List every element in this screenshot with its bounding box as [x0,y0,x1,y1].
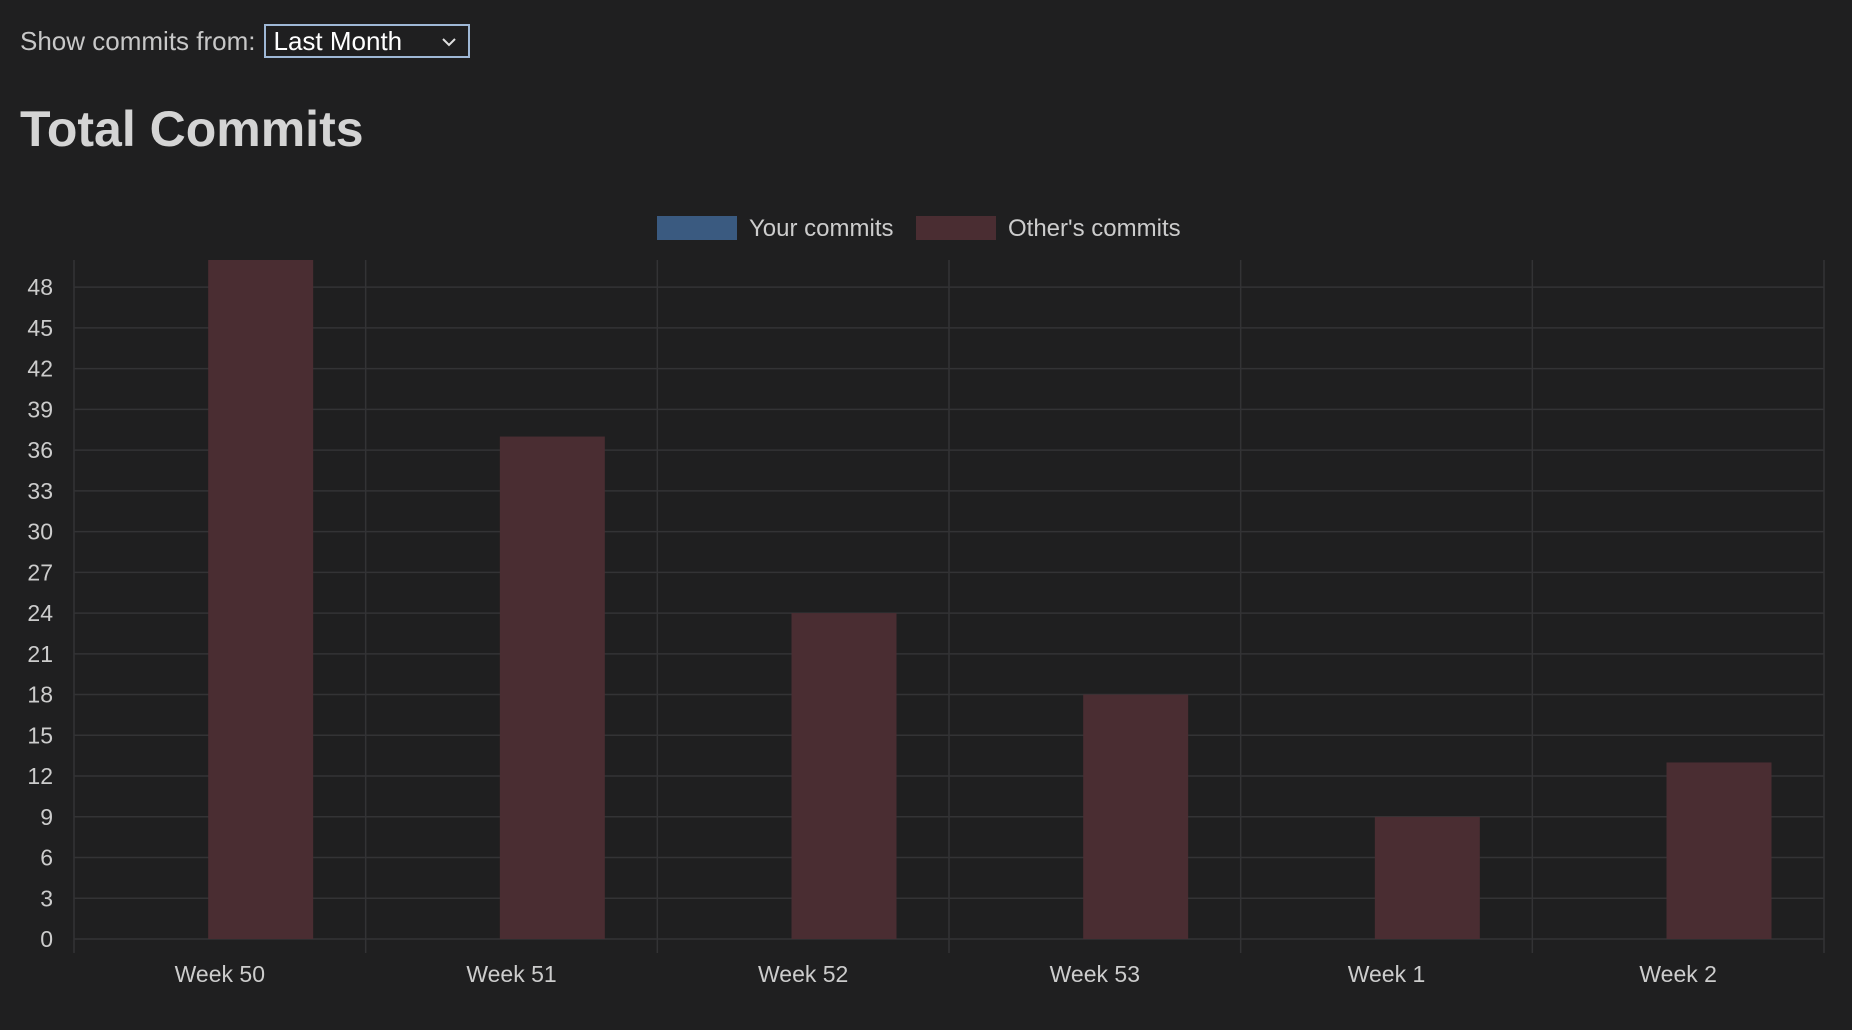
time-range-selected-value: Last Month [273,25,403,56]
x-tick-label: Week 51 [466,961,556,987]
legend-label-0[interactable]: Your commits [749,215,894,242]
bar-others-commits-4[interactable] [1374,816,1480,939]
y-tick-label: 30 [27,519,53,545]
y-tick-label: 9 [40,804,53,830]
x-tick-label: Week 52 [758,961,848,987]
legend-swatch-0[interactable] [657,216,737,240]
y-tick-label: 42 [27,356,53,382]
y-tick-label: 12 [27,763,53,789]
y-tick-label: 24 [27,600,53,626]
bar-others-commits-5[interactable] [1666,762,1772,939]
filter-label: Show commits from: [20,25,256,56]
x-tick-label: Week 2 [1639,961,1717,987]
legend-label-1[interactable]: Other's commits [1008,215,1181,242]
y-tick-label: 0 [40,926,53,952]
bar-others-commits-0[interactable] [208,260,314,939]
grid-lines [73,260,1825,953]
y-tick-label: 33 [27,478,53,504]
legend: Your commits Other's commits [657,215,1181,242]
y-tick-label: 48 [27,274,53,300]
x-tick-label: Week 50 [175,961,265,987]
page-title: Total Commits [20,101,364,157]
y-tick-label: 6 [40,845,53,871]
bars [208,260,1772,939]
commit-range-filter: Show commits from: Last Month [20,22,470,60]
y-tick-label: 18 [27,682,53,708]
y-tick-label: 27 [27,559,53,585]
y-tick-label: 39 [27,396,53,422]
bar-others-commits-1[interactable] [499,436,605,939]
y-tick-label: 15 [27,722,53,748]
y-tick-label: 3 [40,885,53,911]
chevron-down-icon [441,38,456,47]
x-tick-label: Week 53 [1050,961,1140,987]
y-tick-label: 45 [27,315,53,341]
bar-others-commits-2[interactable] [791,613,897,939]
y-tick-label: 36 [27,437,53,463]
x-axis: Week 50 Week 51 Week 52 Week 53 Week 1 Week 2 [175,961,1717,987]
legend-swatch-1[interactable] [916,216,996,240]
bar-others-commits-3[interactable] [1083,694,1189,939]
x-tick-label: Week 1 [1348,961,1426,987]
time-range-select[interactable]: Last Month [263,24,470,58]
y-tick-label: 21 [27,641,53,667]
